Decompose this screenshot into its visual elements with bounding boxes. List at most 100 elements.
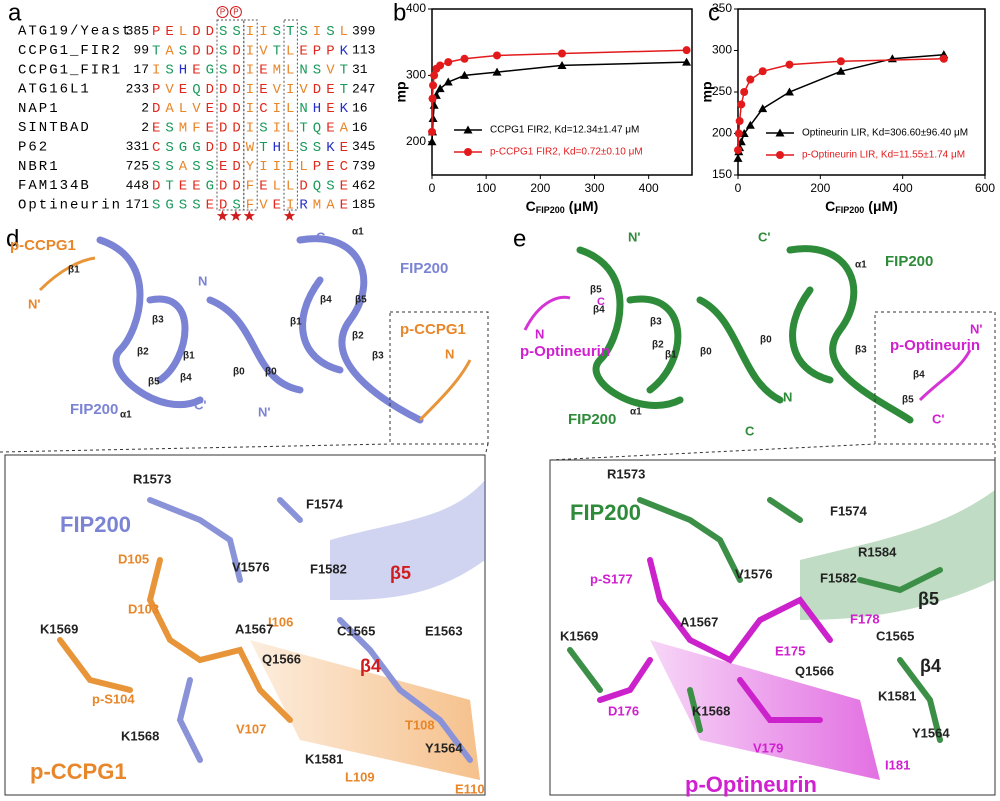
marker bbox=[733, 153, 743, 162]
seq-start: 2 bbox=[141, 101, 149, 116]
marker bbox=[428, 94, 437, 103]
x-tick-label: 600 bbox=[975, 181, 995, 195]
y-tick-label: 350 bbox=[712, 1, 732, 15]
marker bbox=[492, 67, 502, 76]
marker bbox=[740, 88, 749, 96]
structure-label: N bbox=[535, 326, 544, 341]
x-axis-label-part: FIP200 bbox=[835, 205, 864, 215]
structure-label: p-CCPG1 bbox=[30, 759, 127, 784]
marker bbox=[939, 54, 948, 63]
structure-label: R1573 bbox=[133, 471, 171, 486]
y-tick-label: 150 bbox=[712, 167, 732, 181]
seq-name: Optineurin bbox=[18, 197, 122, 213]
fip200-ribbon-e bbox=[576, 245, 914, 424]
structure-label: C1565 bbox=[337, 623, 375, 638]
x-tick-label: 0 bbox=[735, 181, 742, 195]
y-tick-label: 250 bbox=[712, 84, 732, 98]
structure-label: p-Optineurin bbox=[685, 772, 817, 797]
legend-label: p-Optineurin LIR, Kd=11.55±1.74 μM bbox=[802, 150, 965, 161]
seq-start: 233 bbox=[126, 81, 149, 96]
structure-label: C' bbox=[194, 397, 206, 412]
seq-start: 171 bbox=[126, 197, 150, 212]
structure-label: R1584 bbox=[858, 544, 897, 559]
structure-label: D105 bbox=[118, 551, 149, 566]
structure-label: β5 bbox=[390, 563, 411, 583]
y-tick-label: 200 bbox=[712, 126, 732, 140]
structure-label: β0 bbox=[700, 347, 712, 358]
legend-marker bbox=[776, 151, 784, 159]
structure-label: β0 bbox=[233, 367, 245, 378]
marker bbox=[758, 67, 767, 76]
star bbox=[283, 210, 296, 221]
structure-label: A1567 bbox=[680, 614, 718, 629]
structure-label: β1 bbox=[68, 265, 80, 276]
marker bbox=[682, 46, 691, 55]
ccpg1-ribbon bbox=[418, 359, 472, 422]
seq-name: CCPG1_FIR1 bbox=[18, 62, 122, 78]
optineurin-ribbon bbox=[918, 349, 972, 402]
sticks-d bbox=[57, 497, 473, 763]
seq-end: 185 bbox=[352, 197, 375, 212]
seq-end: 345 bbox=[352, 139, 375, 154]
x-tick-label: 100 bbox=[476, 181, 496, 195]
structure-label: p-Optineurin bbox=[890, 337, 980, 354]
structure-label: FIP200 bbox=[885, 253, 933, 270]
marker bbox=[460, 54, 469, 63]
structure-label: Q1566 bbox=[262, 651, 301, 666]
structure-label: β4 bbox=[593, 305, 605, 316]
y-tick-label: 300 bbox=[712, 43, 732, 57]
structure-label: β1 bbox=[290, 317, 302, 328]
structure-label: α1 bbox=[855, 260, 867, 271]
structure-label: C1565 bbox=[876, 628, 914, 643]
structure-label: β3 bbox=[855, 345, 867, 356]
fip200-ribbon-d bbox=[96, 235, 424, 424]
structure-label: β1 bbox=[665, 350, 677, 361]
structure-label: p-CCPG1 bbox=[10, 237, 76, 254]
seq-name: P62 bbox=[18, 140, 49, 156]
legend-marker bbox=[775, 128, 785, 137]
structure-label: Y1564 bbox=[425, 740, 463, 755]
structure-label: β5 bbox=[590, 285, 602, 296]
structure-label: K1581 bbox=[305, 751, 343, 766]
structure-label: K1581 bbox=[878, 688, 916, 703]
structure-label: β0 bbox=[265, 367, 277, 378]
structure-label: C bbox=[597, 296, 605, 308]
panel-label: d bbox=[6, 225, 19, 252]
marker bbox=[735, 117, 744, 126]
zoom-line bbox=[0, 443, 391, 453]
seq-start: 385 bbox=[126, 23, 149, 38]
seq-name: ATG19/Yeast bbox=[18, 24, 132, 40]
structure-label: FIP200 bbox=[70, 401, 118, 418]
structure-label: D176 bbox=[608, 703, 639, 718]
ccpg1-strand bbox=[250, 640, 480, 780]
structure-label: Y1564 bbox=[912, 725, 950, 740]
panel-label: c bbox=[708, 0, 720, 26]
structure-label: β4 bbox=[180, 373, 192, 384]
structure-label: N' bbox=[258, 404, 270, 419]
structure-label: I181 bbox=[885, 757, 910, 772]
x-axis-label: CFIP200 (μM) bbox=[825, 198, 898, 216]
seq-name: NAP1 bbox=[18, 101, 60, 117]
seq-end: 739 bbox=[352, 159, 375, 174]
motif-box bbox=[216, 19, 245, 211]
seq-end: 16 bbox=[352, 120, 368, 135]
structure-label: p-S104 bbox=[92, 691, 135, 706]
star bbox=[230, 210, 242, 221]
structure-label: V1576 bbox=[232, 559, 270, 574]
structure-label: I106 bbox=[268, 614, 293, 629]
seq-name: ATG16L1 bbox=[18, 82, 91, 98]
structure-label: F178 bbox=[850, 611, 880, 626]
structure-label: β2 bbox=[352, 331, 364, 342]
x-tick-label: 200 bbox=[810, 181, 830, 195]
structure-label: E1563 bbox=[425, 623, 463, 638]
marker bbox=[558, 49, 566, 58]
zoom-box bbox=[389, 311, 489, 445]
phospho-circle bbox=[229, 6, 242, 18]
star bbox=[216, 210, 229, 221]
motif-box bbox=[283, 19, 298, 211]
structure-label: FIP200 bbox=[400, 260, 448, 277]
marker bbox=[436, 61, 445, 70]
